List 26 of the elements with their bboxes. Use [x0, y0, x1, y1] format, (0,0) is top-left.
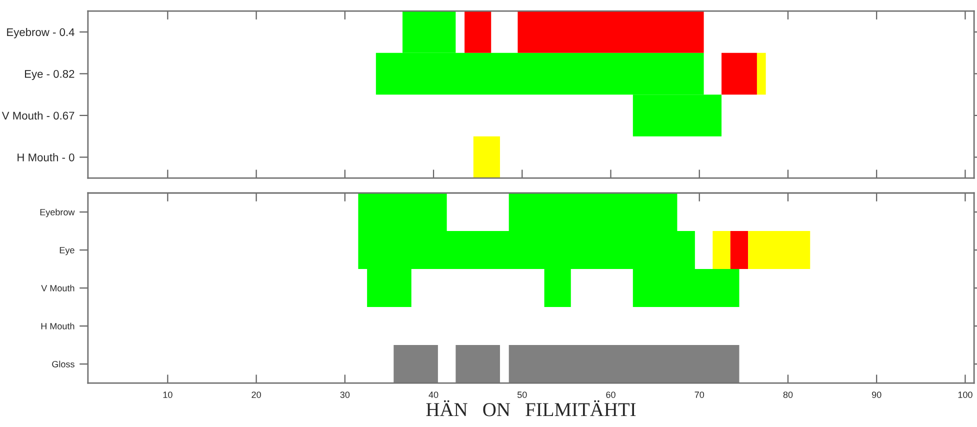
x-axis-title: HÄN ON FILMITÄHTI [426, 400, 636, 416]
y-tick-label: Eye - 0.82 [25, 70, 74, 80]
x-tick-label: 30 [340, 392, 350, 398]
y-tick-label: Eyebrow [40, 208, 75, 218]
y-tick-label: H Mouth [41, 322, 74, 330]
bar [730, 231, 748, 270]
y-tick-label: Gloss [52, 360, 74, 368]
x-tick-label: 90 [872, 392, 882, 398]
y-tick-label: Eye [60, 247, 74, 256]
y-tick-label: V Mouth [41, 284, 74, 292]
y-tick-label: Eyebrow - 0.4 [7, 28, 74, 38]
x-tick-label: 100 [958, 392, 972, 398]
x-tick-label: 50 [517, 392, 527, 398]
bar [508, 345, 740, 384]
x-tick-label: 80 [783, 392, 793, 398]
x-tick-label: 20 [252, 392, 261, 398]
y-tick-label: H Mouth - 0 [18, 153, 74, 162]
bar [464, 11, 492, 53]
y-tick-label: V Mouth - 0.67 [2, 111, 74, 120]
x-tick-label: 70 [694, 392, 704, 398]
bar [748, 231, 810, 270]
x-tick-label: 60 [606, 392, 616, 398]
x-tick-label: 10 [163, 392, 172, 398]
bar [722, 52, 757, 95]
bar [756, 52, 766, 95]
x-tick-label: 40 [428, 392, 438, 398]
